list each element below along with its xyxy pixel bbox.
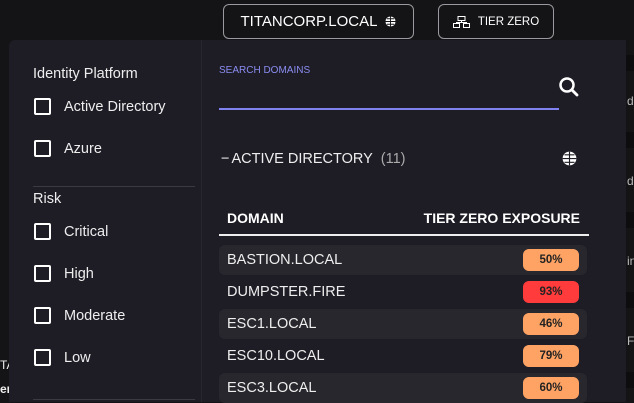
checkbox[interactable]: [34, 307, 51, 324]
table-row[interactable]: ESC3.LOCAL 60%: [219, 373, 587, 403]
background-text: d: [627, 94, 634, 108]
domain-name: ESC1.LOCAL: [227, 316, 317, 332]
background-text: d: [627, 174, 634, 188]
table-row[interactable]: BASTION.LOCAL 50%: [219, 245, 587, 275]
filter-label: Active Directory: [64, 98, 166, 115]
table-header: DOMAIN TIER ZERO EXPOSURE: [219, 202, 589, 236]
table-row[interactable]: ESC1.LOCAL 46%: [219, 309, 587, 339]
checkbox[interactable]: [34, 98, 51, 115]
filter-label: Low: [64, 349, 91, 366]
domain-name: DUMPSTER.FIRE: [227, 284, 346, 300]
domain-name: BASTION.LOCAL: [227, 252, 343, 268]
search-label: SEARCH DOMAINS: [219, 65, 311, 76]
domain-select-button[interactable]: TITANCORP.LOCAL: [223, 4, 414, 39]
column-header-domain[interactable]: DOMAIN: [227, 210, 284, 226]
checkbox[interactable]: [34, 140, 51, 157]
filter-active-directory[interactable]: Active Directory: [34, 98, 166, 115]
globe-icon: [562, 151, 577, 166]
hierarchy-icon: [452, 15, 470, 28]
exposure-badge: 50%: [523, 249, 579, 271]
filter-azure[interactable]: Azure: [34, 140, 102, 157]
collapse-icon[interactable]: −: [221, 151, 230, 167]
checkbox[interactable]: [34, 265, 51, 282]
exposure-badge: 60%: [523, 377, 579, 399]
table-row[interactable]: ESC10.LOCAL 79%: [219, 341, 587, 371]
divider: [33, 186, 195, 187]
filter-label: Azure: [64, 140, 102, 157]
tier-zero-label: TIER ZERO: [477, 15, 540, 28]
filter-label: High: [64, 265, 94, 282]
filter-label: Moderate: [64, 307, 126, 324]
exposure-badge: 79%: [523, 345, 579, 367]
group-name: ACTIVE DIRECTORY: [231, 151, 373, 167]
background-text: in: [627, 254, 634, 268]
risk-heading: Risk: [33, 191, 62, 207]
domain-label: TITANCORP.LOCAL: [240, 13, 378, 30]
search-icon[interactable]: [558, 76, 580, 98]
checkbox[interactable]: [34, 349, 51, 366]
filter-label: Critical: [64, 223, 109, 240]
divider: [33, 399, 195, 400]
search-input[interactable]: [219, 82, 559, 108]
domain-selector-panel: Identity Platform Active Directory Azure…: [9, 40, 626, 403]
exposure-badge: 46%: [523, 313, 579, 335]
filter-moderate[interactable]: Moderate: [34, 307, 125, 324]
table-row[interactable]: DUMPSTER.FIRE 93%: [219, 277, 587, 307]
filter-critical[interactable]: Critical: [34, 223, 108, 240]
domain-name: ESC3.LOCAL: [227, 380, 317, 396]
background-text: Fi: [627, 334, 634, 348]
filter-column: Identity Platform Active Directory Azure…: [9, 40, 202, 402]
globe-icon: [385, 16, 397, 27]
identity-platform-heading: Identity Platform: [33, 66, 138, 82]
domain-name: ESC10.LOCAL: [227, 348, 325, 364]
tier-zero-button[interactable]: TIER ZERO: [438, 4, 554, 39]
filter-low[interactable]: Low: [34, 349, 91, 366]
checkbox[interactable]: [34, 223, 51, 240]
group-count: (11): [380, 151, 406, 167]
exposure-badge: 93%: [523, 281, 579, 303]
filter-high[interactable]: High: [34, 265, 94, 282]
group-header-active-directory[interactable]: − ACTIVE DIRECTORY (11): [221, 151, 405, 167]
background-text: er: [0, 382, 12, 396]
column-header-exposure[interactable]: TIER ZERO EXPOSURE: [423, 210, 580, 226]
search-underline: [219, 108, 559, 110]
